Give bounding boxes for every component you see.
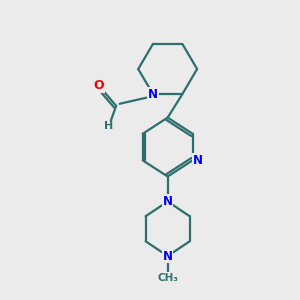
Text: H: H — [104, 122, 113, 131]
Text: N: N — [148, 88, 158, 100]
Text: N: N — [163, 195, 173, 208]
Text: O: O — [93, 79, 104, 92]
Text: N: N — [193, 154, 203, 167]
Text: N: N — [163, 250, 173, 262]
Text: CH₃: CH₃ — [157, 273, 178, 283]
